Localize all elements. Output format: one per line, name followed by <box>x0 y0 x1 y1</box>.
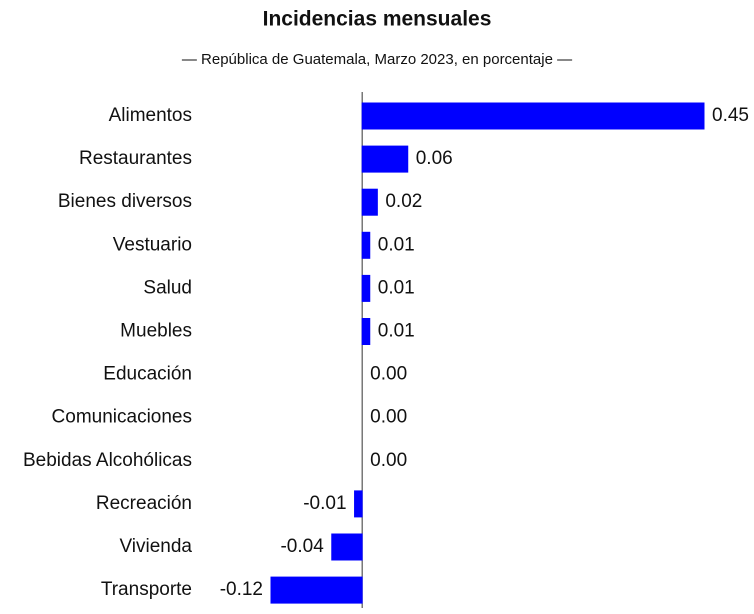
bar <box>354 490 363 518</box>
bar <box>270 576 363 604</box>
bar <box>361 274 371 302</box>
category-label: Alimentos <box>109 105 192 126</box>
chart-subtitle: — República de Guatemala, Marzo 2023, en… <box>182 51 572 68</box>
value-label: -0.04 <box>280 536 324 557</box>
value-label: -0.12 <box>220 579 263 600</box>
value-label: 0.00 <box>370 364 407 385</box>
value-label: 0.01 <box>378 234 415 255</box>
category-label: Comunicaciones <box>52 407 192 428</box>
value-label: 0.00 <box>370 407 407 428</box>
bar <box>361 102 705 130</box>
category-label: Bienes diversos <box>58 191 192 212</box>
bar <box>361 188 378 216</box>
category-label: Muebles <box>120 321 192 342</box>
bar <box>361 318 371 345</box>
bar <box>361 231 371 259</box>
value-label: 0.01 <box>378 277 415 298</box>
category-label: Recreación <box>96 493 192 514</box>
category-label: Transporte <box>101 579 192 600</box>
category-label: Bebidas Alcohólicas <box>23 450 192 471</box>
category-label: Educación <box>103 364 192 385</box>
value-label: 0.02 <box>385 191 422 212</box>
category-label: Vivienda <box>119 536 192 557</box>
value-label: 0.00 <box>370 450 407 471</box>
bar <box>331 533 363 561</box>
category-label: Vestuario <box>113 234 192 255</box>
value-label: -0.01 <box>303 493 346 514</box>
value-label: 0.06 <box>416 148 453 169</box>
value-label: 0.01 <box>378 321 415 342</box>
value-label: 0.45 <box>712 105 749 126</box>
category-label: Salud <box>143 277 192 298</box>
category-label: Restaurantes <box>79 148 192 169</box>
bar <box>361 145 409 173</box>
chart-title: Incidencias mensuales <box>263 8 492 31</box>
